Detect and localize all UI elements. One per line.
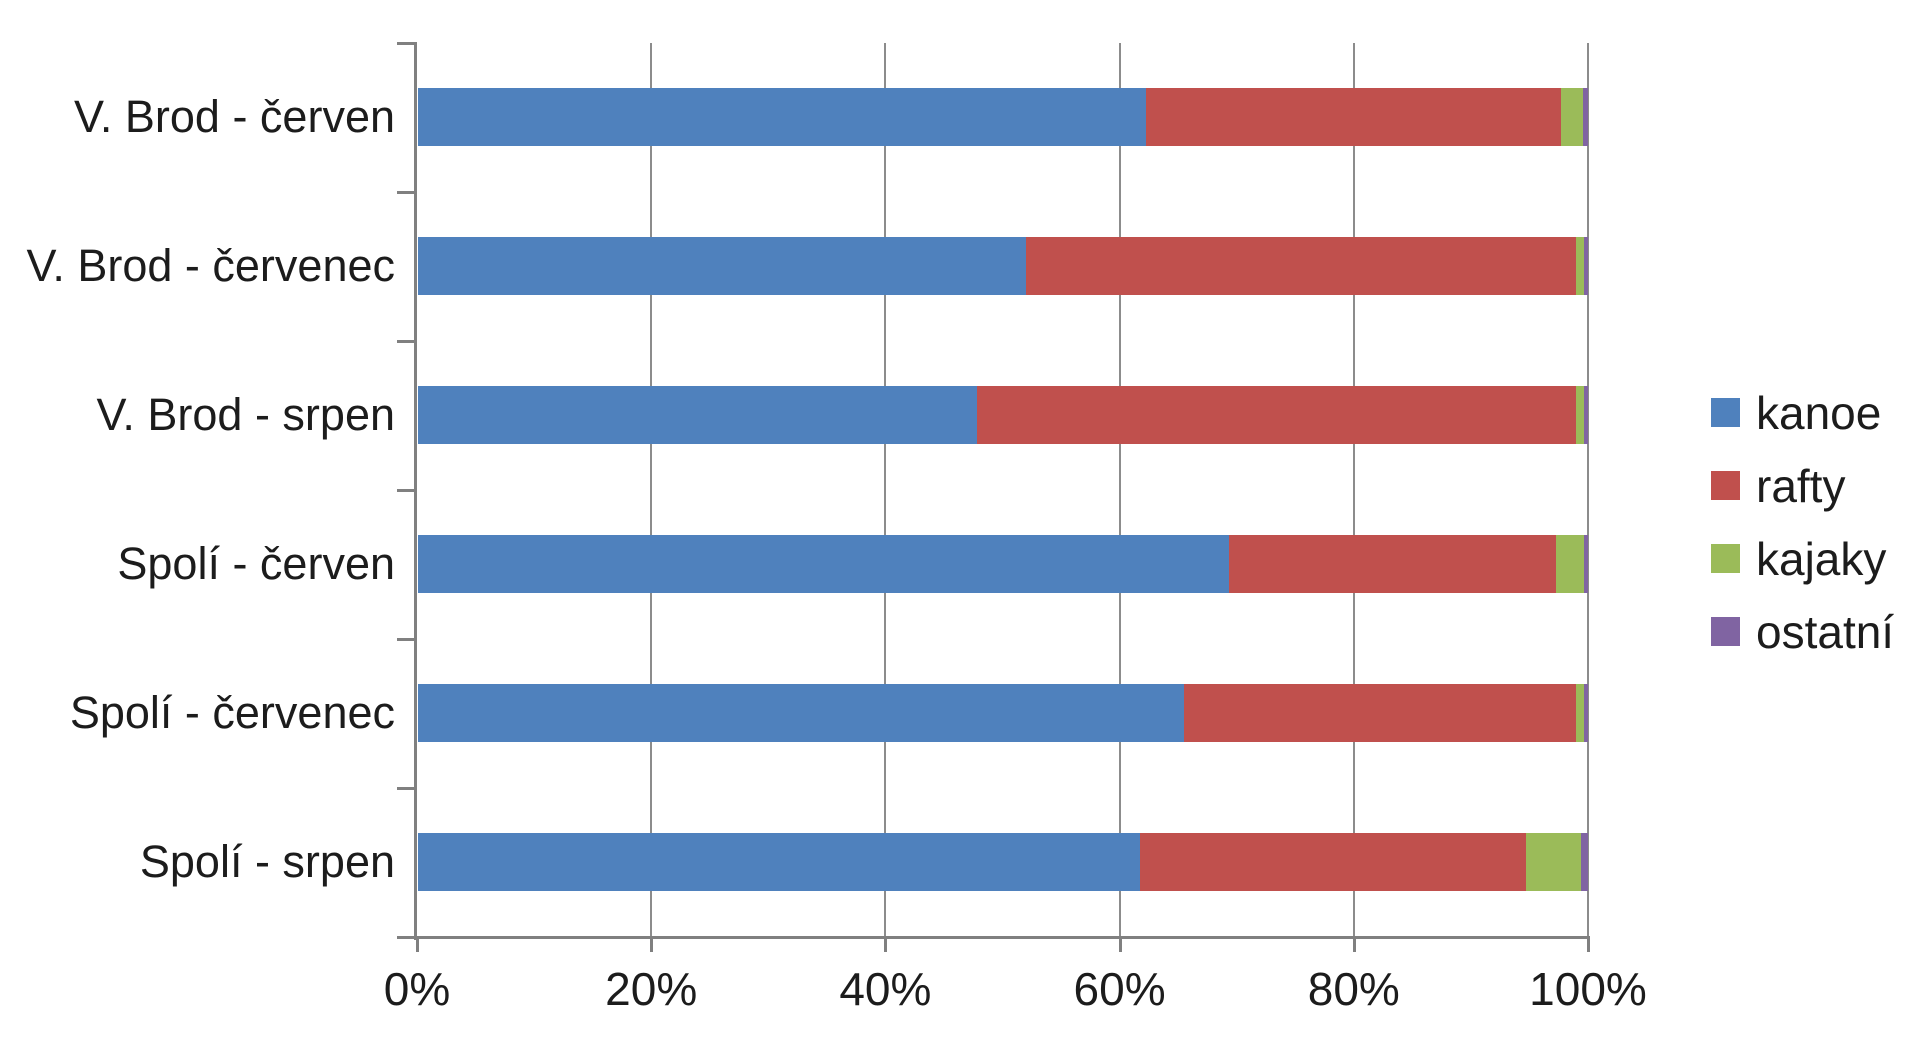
x-axis-tick: [1352, 936, 1356, 952]
legend-label: kajaky: [1756, 532, 1887, 585]
bar-segment-rafty: [1139, 833, 1526, 891]
category-tick: [397, 42, 417, 45]
x-tick-label: 20%: [605, 963, 698, 1015]
category-label: Spolí - červen: [117, 538, 395, 589]
x-tick-label: 100%: [1529, 963, 1647, 1015]
category-label: Spolí - srpen: [139, 836, 395, 887]
bar-segment-ostatní: [1584, 237, 1588, 295]
bar-segment-kanoe: [418, 684, 1185, 742]
x-axis-tick: [1587, 936, 1590, 952]
bar-segment-kanoe: [418, 386, 978, 444]
bar-row: [418, 535, 1588, 593]
legend-swatch-kanoe: [1711, 398, 1740, 427]
x-axis-tick: [416, 936, 419, 952]
bar-segment-kanoe: [418, 535, 1229, 593]
category-tick: [397, 787, 417, 790]
legend-item-rafty: rafty: [1711, 449, 1894, 522]
legend-label: ostatní: [1756, 605, 1895, 658]
bar-segment-ostatní: [1584, 386, 1588, 444]
legend-swatch-kajaky: [1711, 544, 1740, 573]
legend-item-kanoe: kanoe: [1711, 376, 1894, 449]
bar-segment-rafty: [1145, 88, 1562, 146]
bar-row: [418, 684, 1588, 742]
x-axis-tick: [884, 936, 888, 952]
category-tick: [397, 340, 417, 343]
legend: kanoe rafty kajaky ostatní: [1711, 376, 1894, 668]
x-axis-tick: [1118, 936, 1122, 952]
bar-segment-rafty: [1184, 684, 1577, 742]
bar-segment-ostatní: [1583, 88, 1588, 146]
legend-item-ostatní: ostatní: [1711, 595, 1894, 668]
bar-segment-rafty: [977, 386, 1577, 444]
x-tick-label: 0%: [383, 963, 451, 1015]
legend-item-kajaky: kajaky: [1711, 522, 1894, 595]
gridline-40%: [884, 43, 887, 937]
x-tick-label: 60%: [1073, 963, 1166, 1015]
category-label: V. Brod - srpen: [96, 389, 396, 440]
x-axis-line: [397, 936, 1589, 939]
bar-segment-kanoe: [418, 237, 1027, 295]
bar-segment-kanoe: [418, 833, 1140, 891]
bar-segment-rafty: [1228, 535, 1557, 593]
category-tick: [397, 638, 417, 641]
bar-row: [418, 88, 1588, 146]
bar-segment-kajaky: [1576, 386, 1585, 444]
x-tick-label: 80%: [1307, 963, 1400, 1015]
plot-area: [417, 43, 1589, 937]
gridline-60%: [1118, 43, 1121, 937]
bar-row: [418, 237, 1588, 295]
legend-label: rafty: [1756, 459, 1846, 512]
legend-swatch-rafty: [1711, 471, 1740, 500]
gridline-20%: [650, 43, 653, 937]
bar-segment-kajaky: [1576, 237, 1585, 295]
x-tick-label: 40%: [839, 963, 932, 1015]
bar-segment-kajaky: [1561, 88, 1584, 146]
legend-swatch-ostatní: [1711, 617, 1740, 646]
bar-segment-kajaky: [1525, 833, 1581, 891]
bar-row: [418, 833, 1588, 891]
bar-segment-kanoe: [418, 88, 1146, 146]
bar-segment-ostatní: [1580, 833, 1588, 891]
category-tick: [397, 489, 417, 492]
bar-segment-ostatní: [1584, 535, 1588, 593]
bar-segment-rafty: [1026, 237, 1577, 295]
legend-label: kanoe: [1756, 386, 1882, 439]
category-tick: [397, 191, 417, 194]
bar-segment-kajaky: [1556, 535, 1585, 593]
x-axis-tick: [650, 936, 654, 952]
gridline-100%: [1587, 43, 1589, 937]
bar-row: [418, 386, 1588, 444]
bar-segment-kajaky: [1576, 684, 1585, 742]
gridline-80%: [1352, 43, 1355, 937]
category-label: V. Brod - červenec: [26, 240, 395, 291]
category-label: Spolí - červenec: [69, 687, 395, 738]
bar-segment-ostatní: [1584, 684, 1588, 742]
category-label: V. Brod - červen: [74, 91, 395, 142]
